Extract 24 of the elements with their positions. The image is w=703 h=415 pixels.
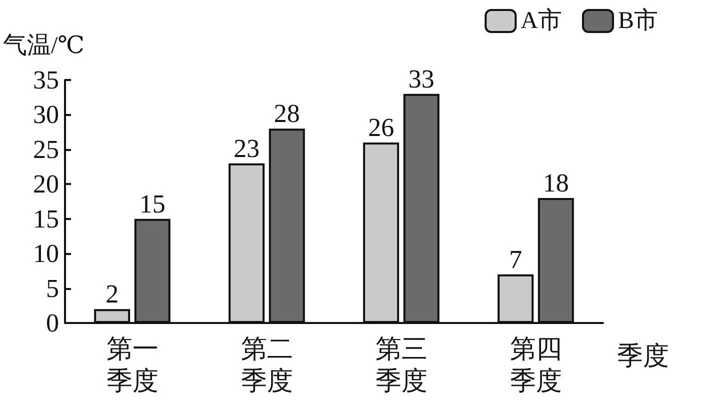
data-label: 18 bbox=[542, 168, 569, 198]
y-tick-label: 0 bbox=[46, 308, 59, 338]
x-tick-label: 第三季度 bbox=[375, 334, 428, 396]
x-axis-title: 季度 bbox=[617, 342, 669, 370]
y-tick-label: 20 bbox=[33, 170, 59, 199]
legend-label: B市 bbox=[618, 7, 658, 34]
data-label: 2 bbox=[106, 280, 119, 309]
y-tick-label: 10 bbox=[33, 239, 59, 268]
y-tick-label: 15 bbox=[33, 204, 59, 234]
x-tick-label: 第四季度 bbox=[510, 334, 562, 396]
y-tick-label: 35 bbox=[33, 66, 59, 94]
data-label: 23 bbox=[234, 134, 260, 163]
legend-label: A市 bbox=[520, 7, 562, 34]
x-tick-label: 第一季度 bbox=[106, 334, 158, 396]
data-label: 28 bbox=[274, 99, 300, 128]
y-tick-label: 5 bbox=[46, 274, 59, 303]
data-label: 7 bbox=[509, 244, 522, 274]
y-tick-label: 25 bbox=[33, 134, 59, 164]
y-axis-title: 气温/℃ bbox=[3, 33, 85, 59]
data-label: 33 bbox=[408, 64, 434, 94]
x-tick-label: 第二季度 bbox=[240, 334, 293, 396]
data-label: 15 bbox=[139, 189, 166, 218]
data-label: 26 bbox=[368, 112, 394, 142]
y-tick-label: 30 bbox=[33, 100, 59, 130]
